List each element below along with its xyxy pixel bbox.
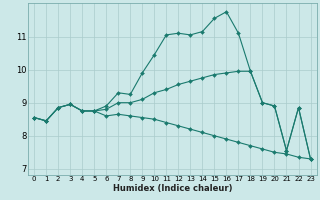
- X-axis label: Humidex (Indice chaleur): Humidex (Indice chaleur): [113, 184, 232, 193]
